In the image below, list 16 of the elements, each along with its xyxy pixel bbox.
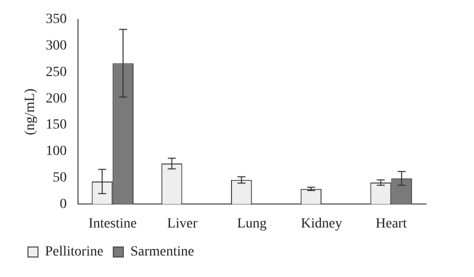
x-tick-label: Heart xyxy=(376,216,407,232)
legend-label: Pellitorine xyxy=(45,244,104,260)
y-tick-label: 250 xyxy=(46,64,67,80)
y-tick-label: 350 xyxy=(46,12,67,28)
legend-label: Sarmentine xyxy=(130,244,194,260)
x-tick-label: Liver xyxy=(167,216,198,232)
y-tick-label: 300 xyxy=(46,38,67,54)
y-tick-label: 150 xyxy=(46,118,67,133)
y-tick-label: 0 xyxy=(60,196,67,212)
x-tick-label: Intestine xyxy=(88,216,137,232)
y-tick-label: 100 xyxy=(46,144,67,160)
y-tick-label: 200 xyxy=(46,91,67,106)
y-axis-title: (ng/mL) xyxy=(23,88,38,136)
x-tick-label: Kidney xyxy=(300,216,342,232)
y-tick-label: 50 xyxy=(52,170,67,186)
x-tick-label: Lung xyxy=(237,216,267,232)
